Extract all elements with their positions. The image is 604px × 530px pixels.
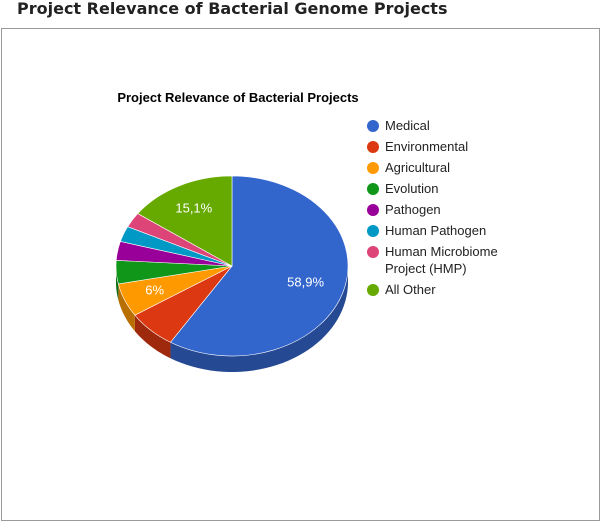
legend-label-medical: Medical (385, 118, 430, 133)
legend-label-evolution: Evolution (385, 181, 438, 196)
legend-label-agricultural: Agricultural (385, 160, 450, 175)
legend-item-agricultural[interactable]: Agricultural (367, 160, 450, 175)
chart-frame: Project Relevance of Bacterial Projects … (1, 28, 600, 521)
pie-side-environmental (134, 315, 171, 359)
legend-label-all-other: All Other (385, 282, 436, 297)
legend: Medical Environmental Agricultural Evolutio… (367, 118, 498, 297)
legend-label-human-pathogen: Human Pathogen (385, 223, 486, 238)
cut-off-caption (14, 522, 574, 530)
legend-marker-medical (367, 120, 379, 132)
page-heading: Project Relevance of Bacterial Genome Pr… (17, 0, 448, 18)
pie-side-medical (170, 266, 348, 372)
pie-slice-medical[interactable] (169, 175, 349, 357)
legend-marker-evolution (367, 183, 379, 195)
legend-marker-pathogen (367, 204, 379, 216)
legend-marker-human-microbiome-project-hmp (367, 246, 379, 258)
pie-slice-all-other[interactable] (137, 175, 233, 267)
legend-marker-all-other (367, 284, 379, 296)
legend-item-human-microbiome-project-hmp[interactable]: Human Microbiome Project (HMP) (367, 244, 498, 276)
slice-label-medical: 58,9% (287, 274, 324, 289)
legend-label-human-microbiome-project-hmp: Human Microbiome (385, 244, 498, 259)
legend-item-environmental[interactable]: Environmental (367, 139, 468, 154)
legend-item-evolution[interactable]: Evolution (367, 181, 438, 196)
chart-title: Project Relevance of Bacterial Projects (117, 90, 358, 105)
legend-marker-agricultural (367, 162, 379, 174)
pie-slices: 58,9% 6% 15,1% (115, 175, 349, 372)
pie-side-evolution (116, 266, 119, 300)
legend-item-medical[interactable]: Medical (367, 118, 430, 133)
legend-item-pathogen[interactable]: Pathogen (367, 202, 441, 217)
slice-label-all-other: 15,1% (175, 200, 212, 215)
legend-item-human-pathogen[interactable]: Human Pathogen (367, 223, 486, 238)
slice-label-agricultural: 6% (145, 283, 164, 298)
legend-item-all-other[interactable]: All Other (367, 282, 436, 297)
pie-chart: Project Relevance of Bacterial Projects … (115, 90, 498, 372)
legend-label-environmental: Environmental (385, 139, 468, 154)
legend-label-pathogen: Pathogen (385, 202, 441, 217)
legend-marker-environmental (367, 141, 379, 153)
legend-label-human-microbiome-project-hmp: Project (HMP) (385, 261, 467, 276)
legend-marker-human-pathogen (367, 225, 379, 237)
